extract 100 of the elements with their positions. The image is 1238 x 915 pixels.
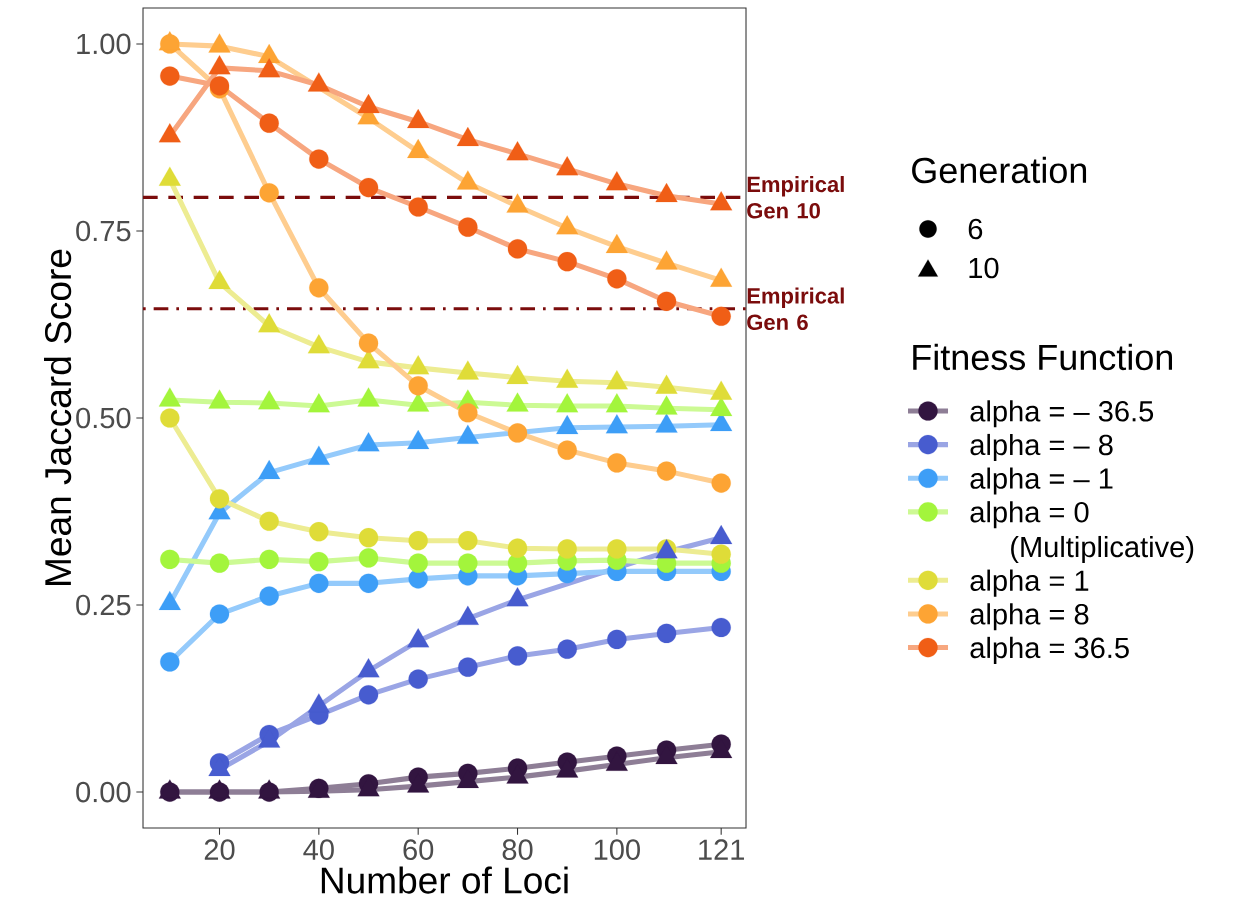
point [258, 459, 281, 480]
point [458, 553, 478, 573]
point [407, 429, 430, 450]
legend-label: alpha = – 8 [970, 433, 1113, 461]
point [607, 629, 627, 650]
point [357, 432, 380, 452]
point [656, 623, 677, 644]
point [307, 72, 330, 92]
point [158, 387, 181, 407]
point [358, 548, 379, 568]
legend-label: alpha = 0 (Multiplicative) [970, 501, 1194, 564]
point [605, 233, 628, 254]
point [408, 531, 428, 551]
point [209, 604, 230, 624]
point [258, 390, 281, 410]
point [557, 539, 577, 559]
point [307, 445, 330, 465]
x-tick-label: 40 [303, 839, 334, 860]
x-axis-title: Number of Loci [321, 866, 568, 894]
point [655, 250, 678, 270]
point [506, 193, 529, 213]
legend-label: alpha = 36.5 [970, 636, 1129, 664]
point [208, 33, 231, 53]
point [557, 639, 577, 659]
point [259, 549, 279, 570]
point [456, 424, 479, 444]
point [258, 58, 281, 78]
y-tick-label: 0.25 [76, 594, 131, 616]
point [556, 156, 579, 176]
point [208, 55, 231, 75]
point [358, 333, 379, 353]
point [358, 528, 379, 548]
point [605, 393, 628, 413]
text: 10 [969, 257, 999, 279]
y-axis-title: Mean Jaccard Score [44, 249, 72, 585]
point [556, 393, 579, 413]
point [655, 413, 678, 433]
point [605, 171, 628, 191]
point [607, 453, 627, 473]
point [407, 138, 430, 159]
point [458, 657, 478, 677]
legend-title: Fitness Function [913, 343, 1173, 371]
point [605, 370, 628, 390]
legend-label: alpha = 8 [970, 603, 1089, 631]
y-tick-label: 0.00 [76, 781, 131, 803]
point [507, 538, 528, 558]
point [309, 522, 329, 542]
point [506, 141, 529, 161]
point [710, 267, 733, 287]
point [408, 669, 428, 689]
point [208, 269, 231, 289]
ref-line-label: Empirical Gen 10 [747, 176, 844, 219]
point [607, 539, 627, 559]
text: Generation [912, 156, 1087, 184]
x-tick-label: 100 [594, 839, 640, 860]
point [605, 414, 628, 434]
point [456, 126, 479, 147]
point [209, 553, 230, 573]
point [711, 473, 731, 493]
x-tick-label: 80 [502, 839, 533, 860]
point [655, 395, 678, 415]
text: 6 [968, 218, 983, 240]
point [357, 94, 380, 114]
x-tick-label: 121 [699, 839, 744, 860]
point [259, 586, 279, 606]
point [557, 440, 577, 460]
y-tick-label: 1.00 [77, 33, 131, 55]
x-tick-label: 20 [204, 839, 235, 860]
point [158, 123, 181, 143]
point [358, 685, 379, 705]
point [456, 170, 479, 190]
point [307, 393, 330, 413]
point [507, 423, 528, 443]
point [160, 652, 180, 672]
point [458, 531, 478, 551]
point [507, 646, 528, 666]
point [407, 355, 430, 375]
point [160, 408, 180, 428]
legend-label: alpha = – 1 [970, 467, 1113, 495]
point [506, 392, 529, 412]
point [711, 617, 731, 638]
point [160, 549, 180, 570]
ref-line-label: Empirical Gen 6 [747, 287, 844, 331]
point [655, 374, 678, 394]
point [556, 215, 579, 235]
point [656, 461, 677, 481]
point [456, 360, 479, 380]
legend-label: alpha = – 36.5 [970, 400, 1154, 428]
point [258, 313, 281, 333]
point [358, 573, 379, 594]
point [655, 183, 678, 203]
point [158, 166, 181, 186]
point [309, 551, 329, 572]
y-tick-label: 0.50 [76, 407, 131, 429]
point [309, 573, 329, 594]
point [259, 511, 279, 531]
point [407, 108, 430, 129]
point [209, 489, 230, 509]
point [710, 397, 733, 417]
y-tick-label: 0.75 [76, 220, 131, 242]
